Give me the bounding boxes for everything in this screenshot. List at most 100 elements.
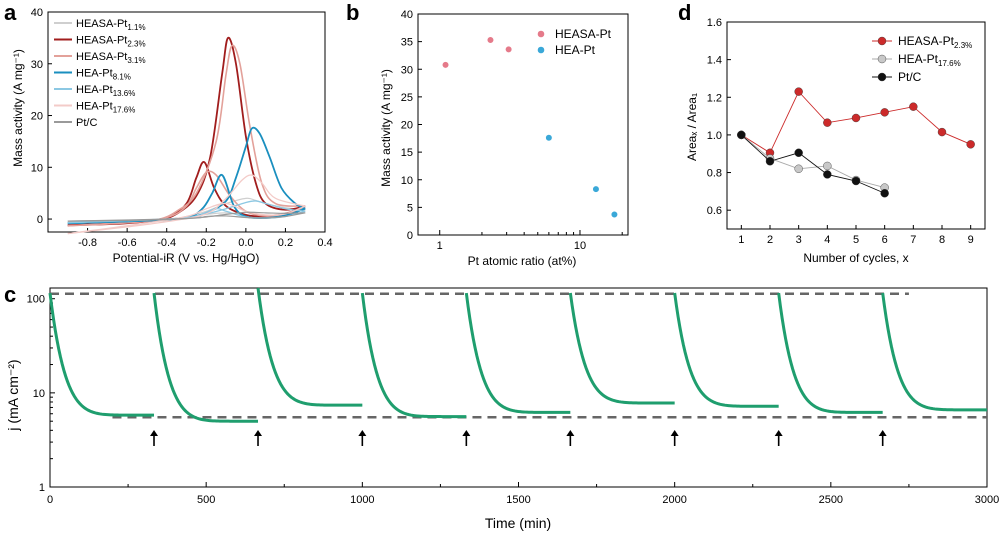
panel-d-point-1-3 — [823, 161, 832, 171]
panel-b-ytick-label: 25 — [401, 92, 413, 104]
panel-d-ytick-label: 1.2 — [707, 92, 722, 104]
panel-d-point-2-3 — [823, 170, 832, 179]
panel-a-xtick-label: -0.4 — [157, 237, 176, 249]
panel-d-point-2-2 — [794, 148, 803, 157]
panel-d-ytick-label: 1.4 — [707, 55, 722, 67]
panel-d-legend-marker — [877, 72, 887, 82]
panel-a-series-3-forward — [67, 126, 306, 225]
panel-c-ytick-label: 100 — [27, 294, 45, 306]
panel-c-segment-6 — [673, 292, 779, 408]
panel-d-point-0-3 — [823, 118, 832, 127]
panel-d-xtick-label: 7 — [910, 234, 916, 246]
panel-c-ytick-label: 1 — [39, 482, 45, 494]
panel-a-legend-label: Pt/C — [76, 117, 97, 129]
panel-b-point-0-0 — [441, 61, 450, 69]
panel-d-point-0-6 — [909, 102, 918, 111]
panel-c-segment-1 — [152, 292, 259, 423]
panel-c-segment-8 — [881, 292, 987, 412]
panel-d-xtick-label: 1 — [738, 234, 744, 246]
panel-d-xtick-label: 4 — [824, 234, 830, 246]
panel-d-xtick-label: 8 — [939, 234, 945, 246]
panel-b-ytick-label: 35 — [401, 37, 413, 49]
panel-a-ytick-label: 10 — [31, 162, 43, 174]
panel-b-ytick-label: 20 — [401, 120, 413, 132]
panel-a-xtick-label: 0.2 — [278, 237, 293, 249]
panel-a-xtick-label: -0.2 — [197, 237, 216, 249]
panel-a-legend-label: HEA-Pt17.6% — [76, 101, 135, 115]
panel-c-arrow-head-2 — [358, 430, 367, 436]
panel-b-point-0-2 — [505, 45, 513, 53]
panel-d-series-line-0 — [741, 90, 971, 154]
panel-a-xtick-label: 0.0 — [238, 237, 253, 249]
panel-c-segment-7 — [777, 292, 883, 414]
panel-letter-b: b — [346, 0, 359, 25]
panel-d-frame — [726, 21, 986, 230]
panel-letter-a: a — [4, 0, 17, 25]
panel-d-legend-marker — [877, 54, 887, 64]
panel-a-ytick-label: 0 — [37, 214, 43, 226]
panel-a-ytick-label: 40 — [31, 7, 43, 19]
panel-d-point-2-4 — [851, 176, 861, 186]
panel-letter-c: c — [4, 282, 16, 307]
panel-c-xtick-label: 0 — [47, 494, 53, 506]
panel-d-ytick-label: 0.8 — [707, 168, 722, 180]
panel-a-legend-label: HEASA-Pt3.1% — [76, 51, 146, 65]
panel-a-legend-label: HEA-Pt8.1% — [76, 68, 131, 82]
panel-d-xtick-label: 3 — [796, 234, 802, 246]
panel-c-frame — [49, 287, 988, 488]
panel-d-point-2-5 — [880, 189, 889, 198]
panel-a-series-5-backward — [67, 202, 306, 235]
panel-c-x-label: Time (min) — [485, 515, 551, 531]
panel-d-ytick-label: 1.6 — [707, 17, 722, 29]
panel-a-legend-label: HEA-Pt13.6% — [76, 84, 135, 98]
panel-b-legend-marker — [537, 46, 545, 54]
panel-d-legend-label: HEA-Pt17.6% — [898, 52, 961, 68]
panel-c-arrow-head-7 — [878, 430, 887, 436]
panel-c-arrow-head-6 — [774, 430, 783, 436]
panel-c-segment-3 — [360, 292, 467, 419]
panel-c-segment-4 — [464, 292, 571, 414]
panel-a-ytick-label: 20 — [31, 111, 43, 123]
panel-d-legend-marker — [877, 36, 887, 46]
panel-d-point-1-2 — [794, 164, 803, 173]
panel-a-series-1-forward — [67, 36, 306, 227]
panel-c-xtick-label: 3000 — [975, 494, 999, 506]
panel-c-xtick-label: 500 — [197, 494, 215, 506]
panel-d-series-line-2 — [741, 134, 885, 194]
panel-d-legend-label: Pt/C — [898, 70, 922, 84]
panel-b-ytick-label: 40 — [401, 9, 413, 21]
panel-b-frame — [417, 13, 629, 236]
panel-a-y-label: Mass activity (A mg⁻¹) — [11, 49, 25, 167]
panel-d-xtick-label: 5 — [853, 234, 859, 246]
panel-a-xtick-label: 0.4 — [317, 237, 332, 249]
panel-a-frame — [47, 11, 326, 233]
panel-b-point-1-2 — [610, 210, 619, 219]
panel-a-xtick-label: -0.8 — [78, 237, 97, 249]
panel-b-ytick-label: 10 — [401, 175, 413, 187]
panel-c-xtick-label: 1000 — [350, 494, 374, 506]
panel-d-ytick-label: 1.0 — [707, 130, 722, 142]
panel-b-legend-label: HEA-Pt — [555, 43, 596, 57]
panel-d-point-0-5 — [880, 108, 889, 117]
panel-b-point-1-0 — [545, 134, 553, 142]
panel-d-point-2-0 — [737, 130, 746, 140]
panel-c-segment-5 — [568, 292, 675, 405]
panel-letter-d: d — [678, 0, 691, 25]
panel-c-arrow-head-1 — [254, 430, 263, 436]
panel-a-series-5-forward — [67, 174, 306, 235]
panel-b-ytick-label: 30 — [401, 64, 413, 76]
panel-d-xtick-label: 2 — [767, 234, 773, 246]
panel-b-ytick-label: 15 — [401, 147, 413, 159]
panel-b-point-1-1 — [592, 185, 600, 193]
panel-c-y-label: j (mA cm⁻²) — [5, 359, 21, 431]
panel-b-x-label: Pt atomic ratio (at%) — [468, 254, 577, 268]
panel-d-x-label: Number of cycles, x — [803, 251, 908, 265]
panel-c-arrow-head-3 — [462, 430, 471, 436]
panel-b-legend-marker — [537, 30, 545, 38]
panel-d-xtick-label: 6 — [882, 234, 888, 246]
panel-d-point-2-1 — [765, 157, 775, 166]
panel-c-xtick-label: 1500 — [506, 494, 530, 506]
panel-b-point-0-1 — [486, 36, 495, 44]
panel-c-arrow-head-0 — [150, 430, 159, 436]
panel-b-ytick-label: 0 — [407, 230, 413, 242]
